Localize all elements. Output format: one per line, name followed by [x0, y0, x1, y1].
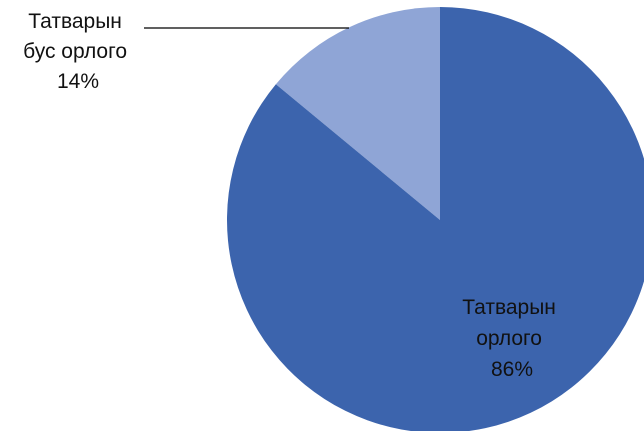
- slice-label-tax-revenue-line2: орлого: [476, 327, 542, 350]
- pie-slice-tax-revenue: [227, 7, 644, 431]
- slice-label-tax-revenue-line1: Татварын: [462, 296, 556, 319]
- pie-slices: [227, 7, 644, 431]
- slice-label-non-tax-revenue-line2: бус орлого: [23, 40, 127, 63]
- slice-label-tax-revenue: Татварын орлого 86%: [462, 296, 562, 381]
- slice-label-non-tax-revenue: Татварын бус орлого 14%: [23, 10, 133, 93]
- pie-slice-non-tax-revenue: [275, 7, 440, 220]
- slice-label-non-tax-revenue-line1: Татварын: [28, 10, 122, 33]
- slice-label-tax-revenue-pct: 86%: [491, 358, 533, 381]
- slice-label-non-tax-revenue-pct: 14%: [57, 70, 99, 93]
